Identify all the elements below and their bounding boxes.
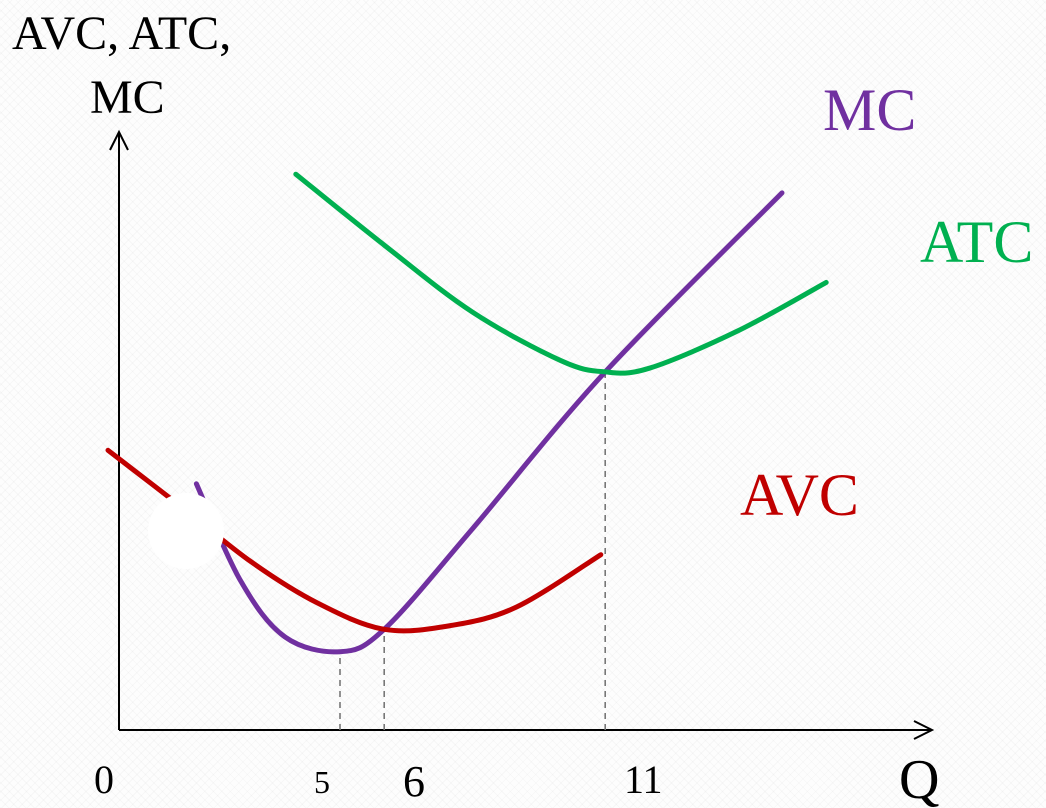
x-tick-label-5: 5 — [314, 764, 330, 800]
x-axis-title: Q — [899, 749, 940, 808]
x-axis-arrowhead — [913, 720, 935, 740]
x-tick-label-0: 0 — [94, 757, 114, 802]
guide-lines — [339, 371, 607, 730]
series-label-avc: AVC — [740, 462, 859, 528]
series-label-mc: MC — [823, 77, 917, 143]
axes — [109, 129, 935, 740]
y-axis-title-line-1: AVC, ATC, — [12, 7, 232, 60]
series-label-atc: ATC — [920, 209, 1034, 275]
y-axis-title-line-2: MC — [90, 71, 165, 124]
series-line-atc — [293, 171, 829, 376]
series-line-mc — [193, 190, 785, 655]
y-axis-arrowhead — [109, 129, 129, 151]
white-blob-decoration — [148, 493, 224, 569]
x-tick-label-6: 6 — [403, 757, 425, 806]
x-tick-label-11: 11 — [624, 757, 663, 802]
series-lines — [105, 171, 829, 655]
